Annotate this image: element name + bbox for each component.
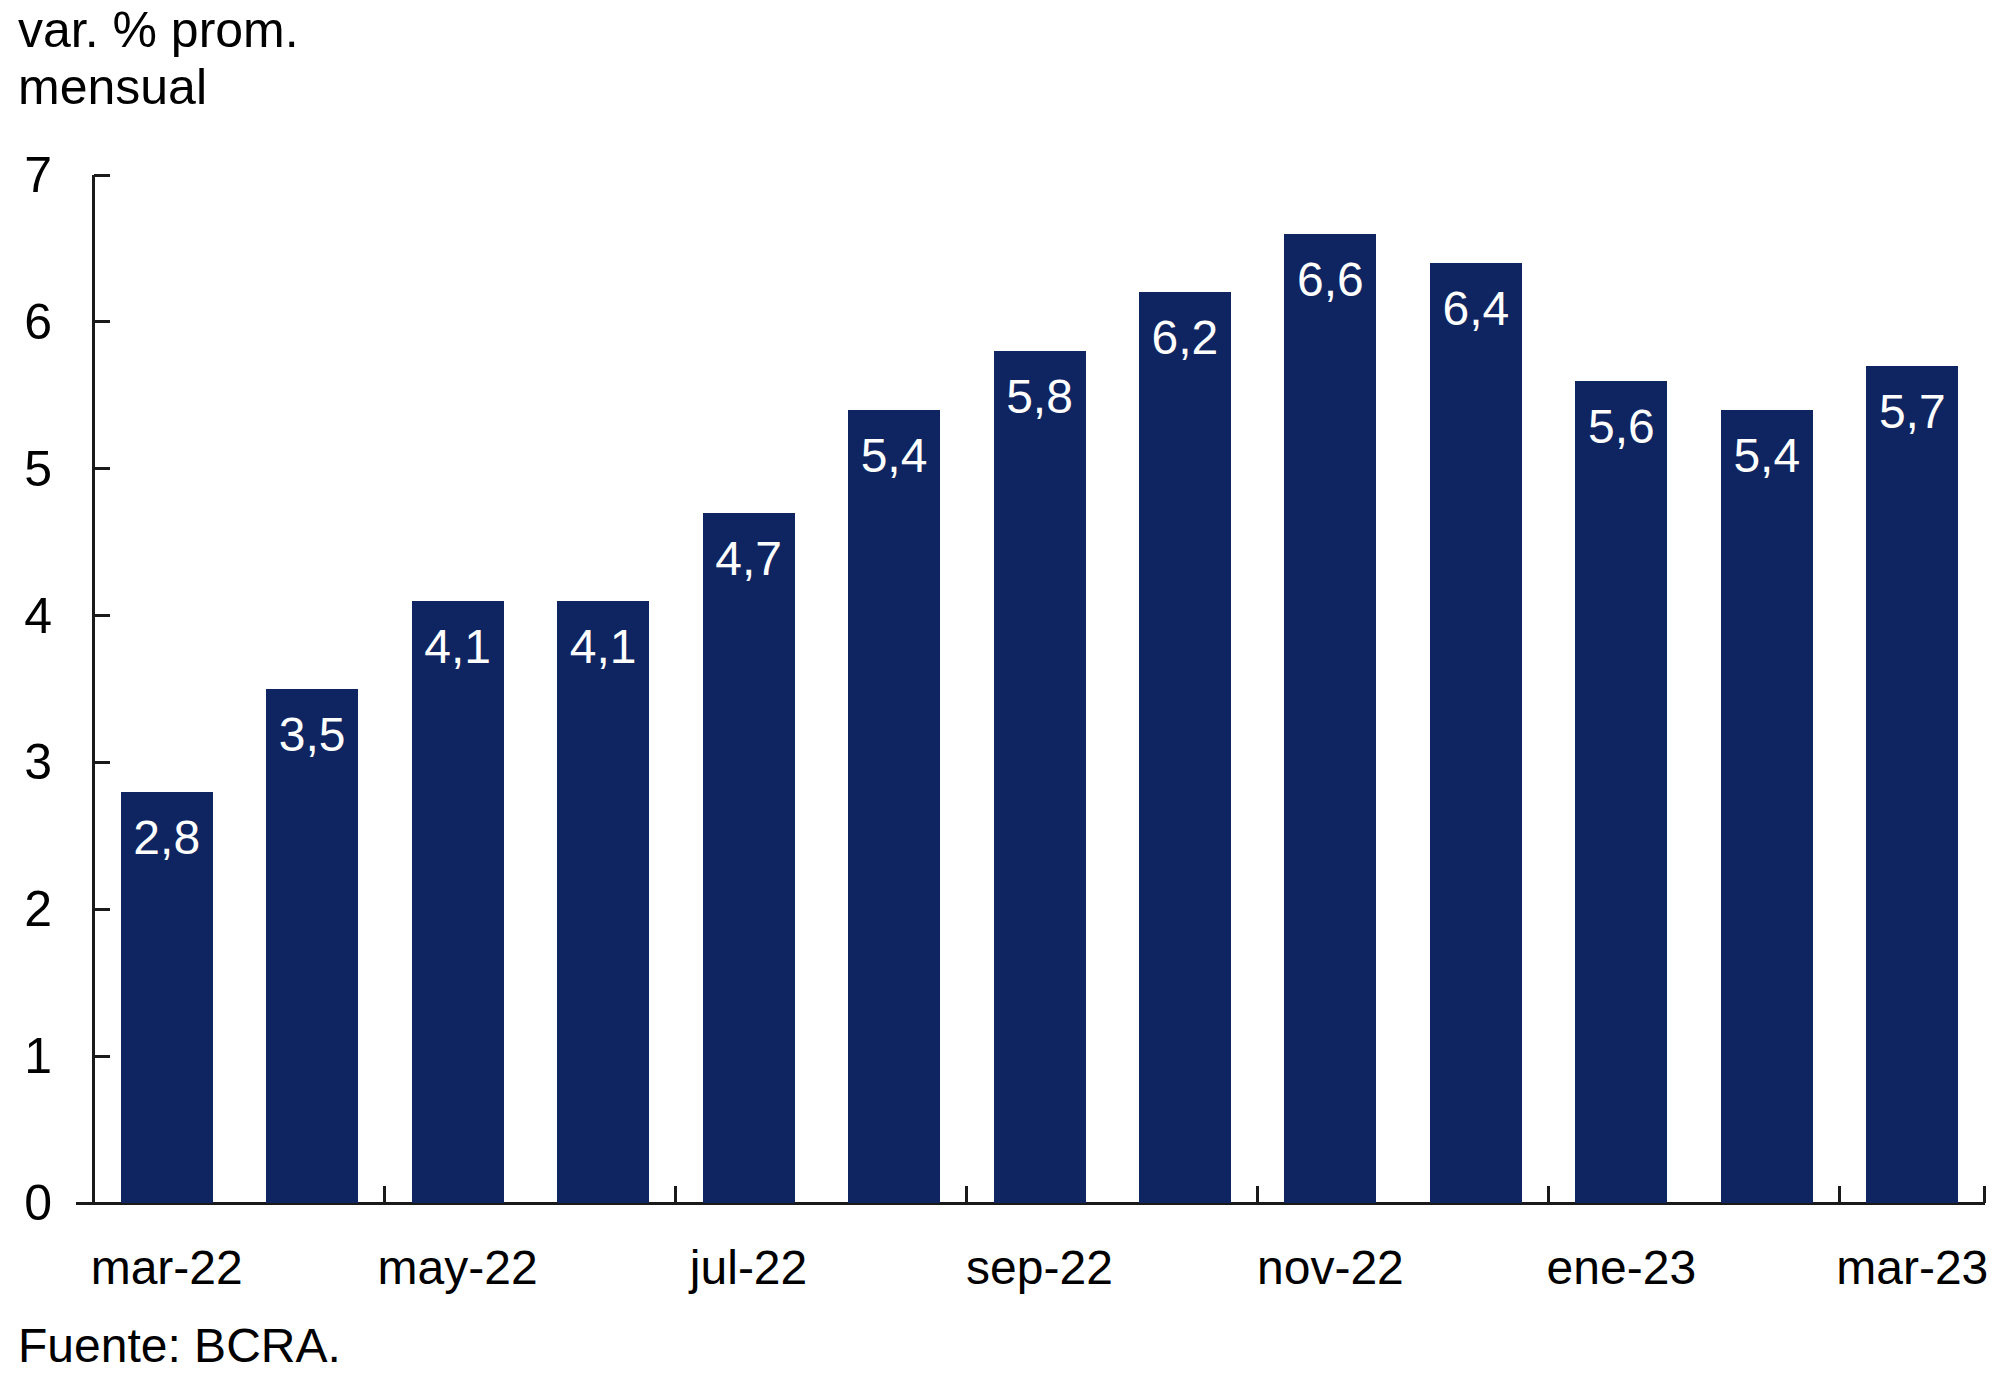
bar-nov-22: 6,6 (1284, 234, 1376, 1203)
x-tick-label: nov-22 (1210, 1240, 1450, 1296)
bar-value-label: 3,5 (266, 709, 358, 761)
source-note: Fuente: BCRA. (18, 1318, 341, 1374)
bar-value-label: 6,4 (1430, 283, 1522, 335)
y-tick-label: 0 (0, 1175, 52, 1231)
bar-mar-23: 5,7 (1866, 366, 1958, 1203)
bar-value-label: 6,6 (1284, 254, 1376, 306)
y-axis-tick-zero (76, 1202, 92, 1205)
x-axis-tick (1838, 1186, 1841, 1203)
y-tick-label: 6 (0, 294, 52, 350)
bar-jun-22: 4,1 (557, 601, 649, 1203)
x-tick-label: ene-23 (1501, 1240, 1741, 1296)
bar-feb-23: 5,4 (1721, 410, 1813, 1203)
bar-value-label: 2,8 (121, 812, 213, 864)
x-tick-label: sep-22 (920, 1240, 1160, 1296)
chart-title-line1: var. % prom. (18, 2, 299, 58)
y-tick-label: 3 (0, 734, 52, 790)
bar-value-label: 4,1 (557, 621, 649, 673)
bar-value-label: 5,6 (1575, 401, 1667, 453)
bar-mar-22: 2,8 (121, 792, 213, 1203)
y-axis-tick (94, 761, 110, 764)
y-axis-tick (94, 1055, 110, 1058)
x-axis-tick (1256, 1186, 1259, 1203)
x-tick-label: may-22 (338, 1240, 578, 1296)
bar-jul-22: 4,7 (703, 513, 795, 1203)
y-tick-label: 1 (0, 1028, 52, 1084)
bar-value-label: 6,2 (1139, 312, 1231, 364)
y-axis-tick (94, 174, 110, 177)
y-tick-label: 5 (0, 441, 52, 497)
bar-value-label: 5,4 (848, 430, 940, 482)
x-axis-tick (674, 1186, 677, 1203)
bar-value-label: 5,4 (1721, 430, 1813, 482)
bar-chart: var. % prom.mensual 0 1 2 3 4 5 6 7 2,8 3,5 4,1 4,… (0, 0, 2000, 1391)
bar-value-label: 5,8 (994, 371, 1086, 423)
y-tick-label: 4 (0, 588, 52, 644)
bar-abr-22: 3,5 (266, 689, 358, 1203)
bar-value-label: 4,1 (412, 621, 504, 673)
y-tick-label: 7 (0, 147, 52, 203)
bar-oct-22: 6,2 (1139, 292, 1231, 1203)
bar-value-label: 4,7 (703, 533, 795, 585)
chart-title: var. % prom.mensual (18, 2, 299, 116)
bar-ago-22: 5,4 (848, 410, 940, 1203)
bar-ene-23: 5,6 (1575, 381, 1667, 1203)
x-tick-label: mar-22 (47, 1240, 287, 1296)
x-axis-tick (965, 1186, 968, 1203)
x-axis-tick (1983, 1186, 1986, 1203)
x-tick-label: mar-23 (1792, 1240, 2000, 1296)
y-axis-tick (94, 320, 110, 323)
x-axis-tick (383, 1186, 386, 1203)
y-axis-tick (94, 467, 110, 470)
y-tick-label: 2 (0, 881, 52, 937)
bar-sep-22: 5,8 (994, 351, 1086, 1203)
bar-dic-22: 6,4 (1430, 263, 1522, 1203)
chart-title-line2: mensual (18, 59, 207, 115)
x-tick-label: jul-22 (629, 1240, 869, 1296)
y-axis-tick (94, 908, 110, 911)
y-axis-line (92, 175, 95, 1205)
bar-value-label: 5,7 (1866, 386, 1958, 438)
y-axis-tick (94, 614, 110, 617)
bar-may-22: 4,1 (412, 601, 504, 1203)
x-axis-tick (1547, 1186, 1550, 1203)
